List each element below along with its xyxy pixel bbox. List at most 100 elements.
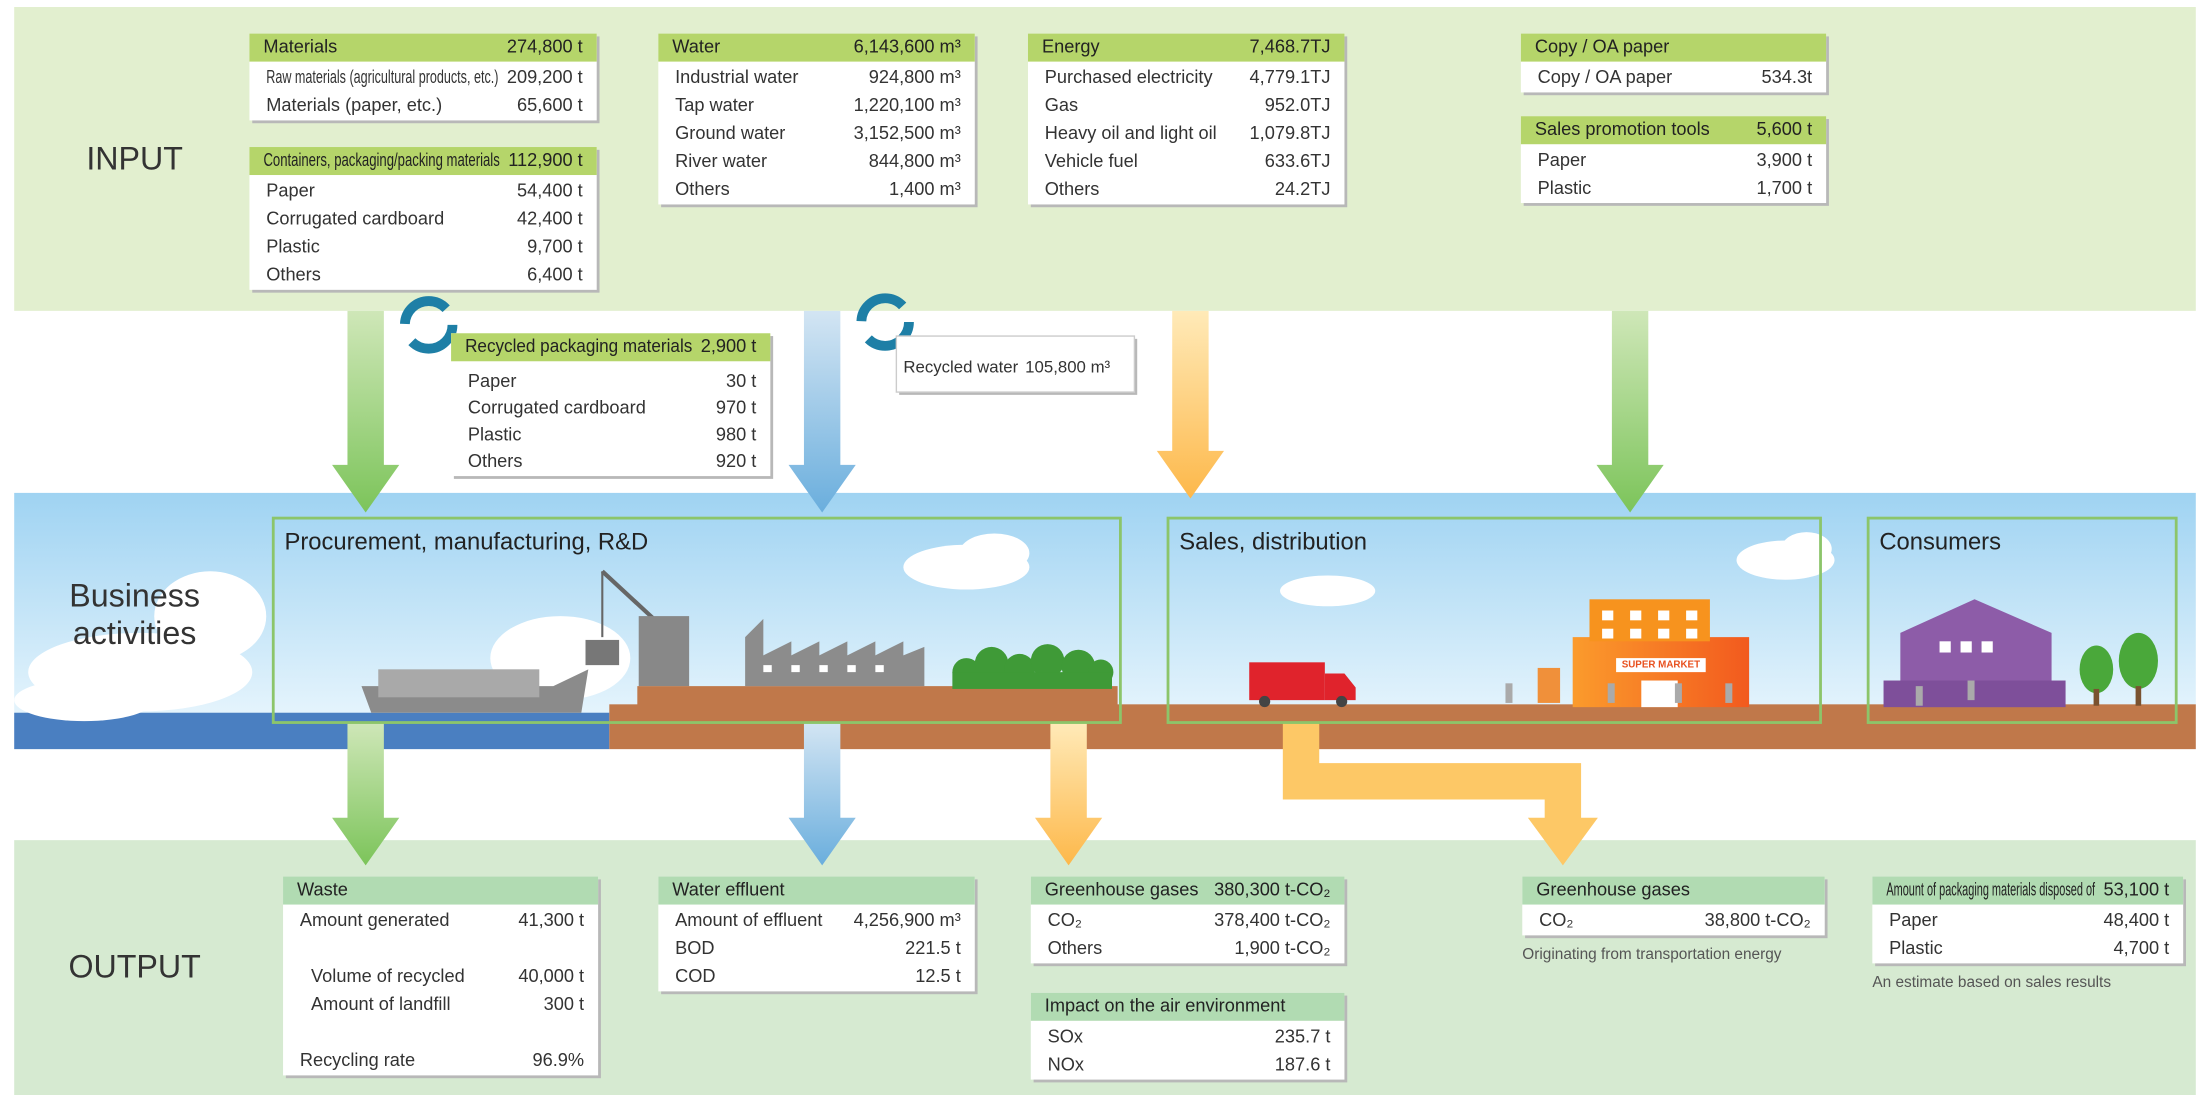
recycle-icons: [399, 293, 914, 354]
row-value: 980 t: [716, 424, 756, 444]
data-box: 5,600 t Sales promotion tools 3,900 t Paper…: [1520, 116, 1829, 206]
flow-arrow: [788, 310, 856, 513]
row-value: 1,079.8TJ: [1250, 123, 1331, 143]
row-value: 9,700 t: [527, 237, 583, 257]
box-title: Impact on the air environment: [1045, 996, 1286, 1016]
row-label: Paper: [1889, 910, 1938, 930]
row-value: 920 t: [716, 451, 756, 471]
box-note: An estimate based on sales results: [1872, 974, 2111, 991]
row-value: 1,900 t-CO₂: [1234, 938, 1330, 958]
row-label: Copy / OA paper: [1538, 67, 1672, 87]
row-value: 300 t: [544, 994, 584, 1014]
row-value: 1,700 t: [1757, 178, 1813, 198]
row-value: 187.6 t: [1275, 1054, 1331, 1074]
section-label: activities: [73, 615, 196, 651]
data-box: Greenhouse gases 38,800 t-CO₂ CO₂ Originati…: [1522, 876, 1828, 963]
row-label: Tap water: [675, 95, 754, 115]
box-header: [249, 147, 597, 176]
box-header: [1520, 33, 1827, 62]
flow-arrow: [332, 310, 400, 513]
flow-arrow: [1034, 722, 1103, 866]
flow-arrow: [1156, 310, 1225, 499]
illustrations: [361, 569, 2158, 713]
data-box: 380,300 t-CO₂ Greenhouse gases 378,400 t-C…: [1030, 876, 1348, 967]
activity-title: Procurement, manufacturing, R&D: [284, 529, 648, 556]
box-title: Sales promotion tools: [1535, 119, 1710, 139]
row-value: 41,300 t: [518, 910, 584, 930]
flow-arrow: [788, 722, 856, 866]
row-label: Vehicle fuel: [1045, 151, 1138, 171]
box-body: [658, 33, 975, 205]
row-label: Paper: [468, 371, 517, 391]
data-box: 2,900 t Recycled packaging materials 30 t P…: [451, 333, 774, 479]
row-value: 3,900 t: [1757, 150, 1813, 170]
data-box: Water effluent 4,256,900 m³ Amount of effl…: [658, 876, 978, 995]
row-value: 30 t: [726, 371, 756, 391]
box-title: Energy: [1042, 36, 1101, 56]
row-value: 24.2TJ: [1275, 179, 1331, 199]
row-label: Others: [266, 265, 321, 285]
box-title: Water: [672, 36, 720, 56]
box-header: [1522, 876, 1825, 905]
row-label: Gas: [1045, 95, 1078, 115]
data-box: 53,100 t Amount of packaging materials di…: [1872, 876, 2186, 991]
box-header: [283, 876, 599, 905]
box-header: [658, 33, 975, 62]
data-box: 274,800 t Materials 209,200 t Raw materials…: [249, 33, 600, 124]
data-box: Copy / OA paper 534.3t Copy / OA paper: [1520, 33, 1829, 96]
box-note: Originating from transportation energy: [1522, 946, 1782, 963]
row-value: 65,600 t: [517, 95, 583, 115]
box-total: 7,468.7TJ: [1250, 36, 1331, 56]
row-label: Plastic: [266, 237, 320, 257]
data-box: Impact on the air environment 235.7 t SOx 1…: [1030, 992, 1348, 1083]
row-label: Recycled water: [903, 358, 1018, 377]
row-label: Plastic: [1538, 178, 1592, 198]
box-title: Water effluent: [672, 879, 784, 899]
flow-arrow: [1282, 722, 1598, 866]
row-label: Paper: [1538, 150, 1587, 170]
activity-title: Consumers: [1879, 529, 2001, 556]
row-label: Ground water: [675, 123, 785, 143]
box-header: [1872, 876, 2184, 905]
section-label: Business: [69, 577, 200, 613]
row-value: 952.0TJ: [1265, 95, 1331, 115]
box-header: [1030, 876, 1345, 905]
row-label: Heavy oil and light oil: [1045, 123, 1217, 143]
box-header: [1027, 33, 1345, 62]
row-label: Corrugated cardboard: [266, 209, 444, 229]
row-value: 6,400 t: [527, 265, 583, 285]
row-label: Amount generated: [300, 910, 450, 930]
row-value: 1,220,100 m³: [854, 95, 961, 115]
flow-arrow: [332, 722, 400, 866]
row-label: Amount of effluent: [675, 910, 822, 930]
row-label: Others: [1045, 179, 1100, 199]
box-header: [658, 876, 975, 905]
row-label: CO₂: [1048, 910, 1082, 930]
row-value: 924,800 m³: [869, 67, 961, 87]
box-total: 274,800 t: [507, 36, 583, 56]
activity-title: Sales, distribution: [1179, 529, 1367, 556]
row-label: NOx: [1048, 1054, 1084, 1074]
box-total: 53,100 t: [2103, 879, 2169, 899]
box-header: [1030, 992, 1345, 1021]
row-label: River water: [675, 151, 767, 171]
row-value: 96.9%: [533, 1050, 585, 1070]
data-box: 112,900 t Containers, packaging/packing m…: [249, 147, 600, 293]
row-value: 235.7 t: [1275, 1026, 1331, 1046]
row-value: 42,400 t: [517, 209, 583, 229]
box-title: Waste: [297, 879, 348, 899]
row-value: 38,800 t-CO₂: [1705, 910, 1811, 930]
box-total: 6,143,600 m³: [854, 36, 961, 56]
row-value: 3,152,500 m³: [854, 123, 961, 143]
row-value: 1,400 m³: [889, 179, 961, 199]
row-label: Paper: [266, 181, 315, 201]
recycled-water-box: Recycled water 105,800 m³: [895, 335, 1138, 395]
box-header: [1520, 116, 1827, 145]
row-label: BOD: [675, 938, 714, 958]
box-total: 112,900 t: [508, 150, 582, 170]
row-value: 221.5 t: [905, 938, 961, 958]
box-header: [451, 333, 771, 362]
data-box: 7,468.7TJ Energy 4,779.1TJ Purchased electr…: [1027, 33, 1348, 208]
row-value: 844,800 m³: [869, 151, 961, 171]
